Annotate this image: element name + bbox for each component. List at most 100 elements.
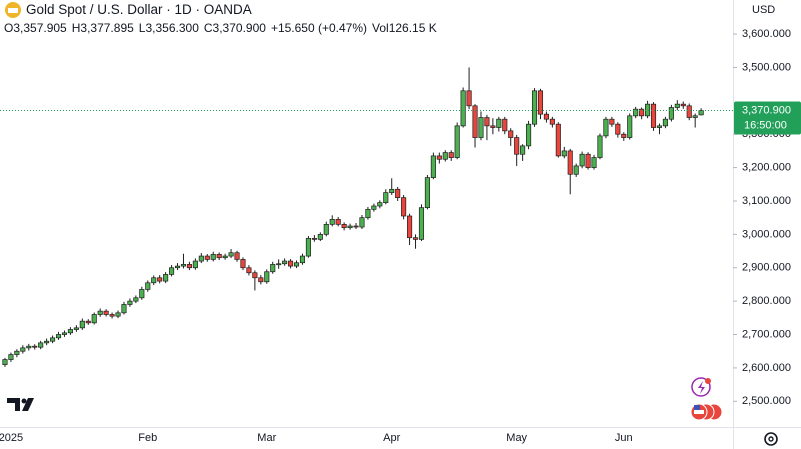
gold-icon [5, 2, 21, 18]
h-value: 3,377.895 [80, 21, 134, 35]
candle-body [44, 340, 50, 344]
y-tick-label: 2,600.000 [742, 362, 791, 374]
candle-body [359, 217, 365, 228]
candle-body [8, 354, 14, 360]
candle-body [472, 105, 478, 138]
candle-body [597, 135, 603, 158]
candle-body [645, 103, 651, 117]
settings-icon[interactable] [764, 432, 778, 446]
price-tag [734, 101, 801, 135]
x-tick-label: Feb [138, 432, 157, 444]
candle-body [2, 359, 8, 365]
candle-body [424, 177, 430, 209]
candle-body [567, 150, 573, 175]
candle-body [91, 314, 97, 324]
candle-body [192, 260, 198, 269]
alert-icon[interactable] [691, 377, 711, 397]
y-tick-label: 3,200.000 [742, 162, 791, 174]
candle-body [543, 113, 549, 120]
candle-body [252, 272, 258, 279]
candle-body [585, 153, 591, 168]
candle-body [526, 123, 532, 147]
flags-icon[interactable] [690, 403, 723, 421]
x-tick-label: Apr [383, 432, 400, 444]
candle-body [502, 118, 508, 132]
y-tick-label: 2,700.000 [742, 328, 791, 340]
candle-body [341, 224, 347, 229]
candle-body [460, 90, 466, 127]
candle-body [573, 165, 579, 175]
candle-body [186, 264, 192, 269]
candle-body [383, 192, 389, 203]
candle-body [520, 145, 526, 155]
candle-body [174, 265, 181, 269]
candle-body [169, 267, 175, 275]
countdown: 16:50:00 [744, 119, 787, 131]
candle-body [496, 118, 502, 128]
candle-body [264, 271, 270, 283]
candle-body [97, 310, 103, 315]
symbol-title[interactable]: Gold Spot / U.S. Dollar · 1D · OANDA [26, 2, 252, 17]
candle-body [490, 125, 496, 128]
change: +15.650 (+0.47%) [270, 21, 368, 35]
candle-body [407, 215, 413, 239]
candle-body [32, 345, 38, 348]
candle-body [222, 255, 228, 259]
vol-value: 126.15 K [388, 21, 437, 35]
c-label: C [203, 21, 213, 35]
y-tick-label: 3,500.000 [742, 61, 791, 73]
candle-body [67, 329, 73, 334]
candle-body [579, 153, 585, 167]
candle-body [282, 260, 288, 265]
candle-body [109, 314, 115, 317]
candle-body [299, 255, 306, 264]
candle-body [79, 320, 85, 329]
candle-body [401, 197, 407, 217]
candle-body [418, 207, 425, 240]
candle-body [216, 254, 222, 259]
candle-body [73, 327, 79, 330]
ohlc-values: O3,357.905 H3,377.895 L3,356.300 C3,370.900… [4, 21, 437, 35]
candle-body [448, 152, 454, 158]
candle-body [371, 205, 377, 210]
candle-body [293, 262, 300, 267]
l-label: L [138, 21, 146, 35]
candle-body [258, 277, 264, 283]
candle-body [436, 155, 442, 160]
candle-body [145, 282, 151, 290]
candle-body [323, 224, 329, 235]
candle-body [329, 218, 335, 225]
price-tag-label: 3,370.900 [742, 104, 791, 116]
candle-body [38, 342, 44, 348]
candle-body [288, 260, 294, 267]
candle-body [55, 334, 62, 339]
candle-body [508, 130, 514, 138]
candle-body [133, 297, 139, 302]
candle-body [549, 118, 555, 125]
candle-body [276, 263, 282, 266]
candle-body [240, 259, 246, 269]
candle-body [537, 90, 544, 115]
candle-body [20, 347, 26, 352]
candle-body [198, 255, 204, 262]
candle-body [668, 107, 674, 120]
candle-body [621, 133, 627, 138]
candle-body [591, 157, 597, 168]
candle-body [228, 252, 234, 257]
y-tick-label: 3,600.000 [742, 28, 791, 40]
candle-body [389, 188, 395, 193]
o-value: 3,357.905 [13, 21, 67, 35]
y-tick-label: 2,800.000 [742, 295, 791, 307]
candle-body [662, 118, 668, 127]
candle-body [639, 108, 645, 117]
candle-body [139, 289, 145, 299]
currency[interactable]: USD [752, 4, 775, 16]
x-tick-label: Jun [615, 432, 633, 444]
candle-body [115, 312, 121, 317]
l-value: 3,356.300 [145, 21, 199, 35]
candle-body [633, 108, 639, 117]
candle-body [26, 345, 32, 349]
candle-body [698, 110, 704, 116]
